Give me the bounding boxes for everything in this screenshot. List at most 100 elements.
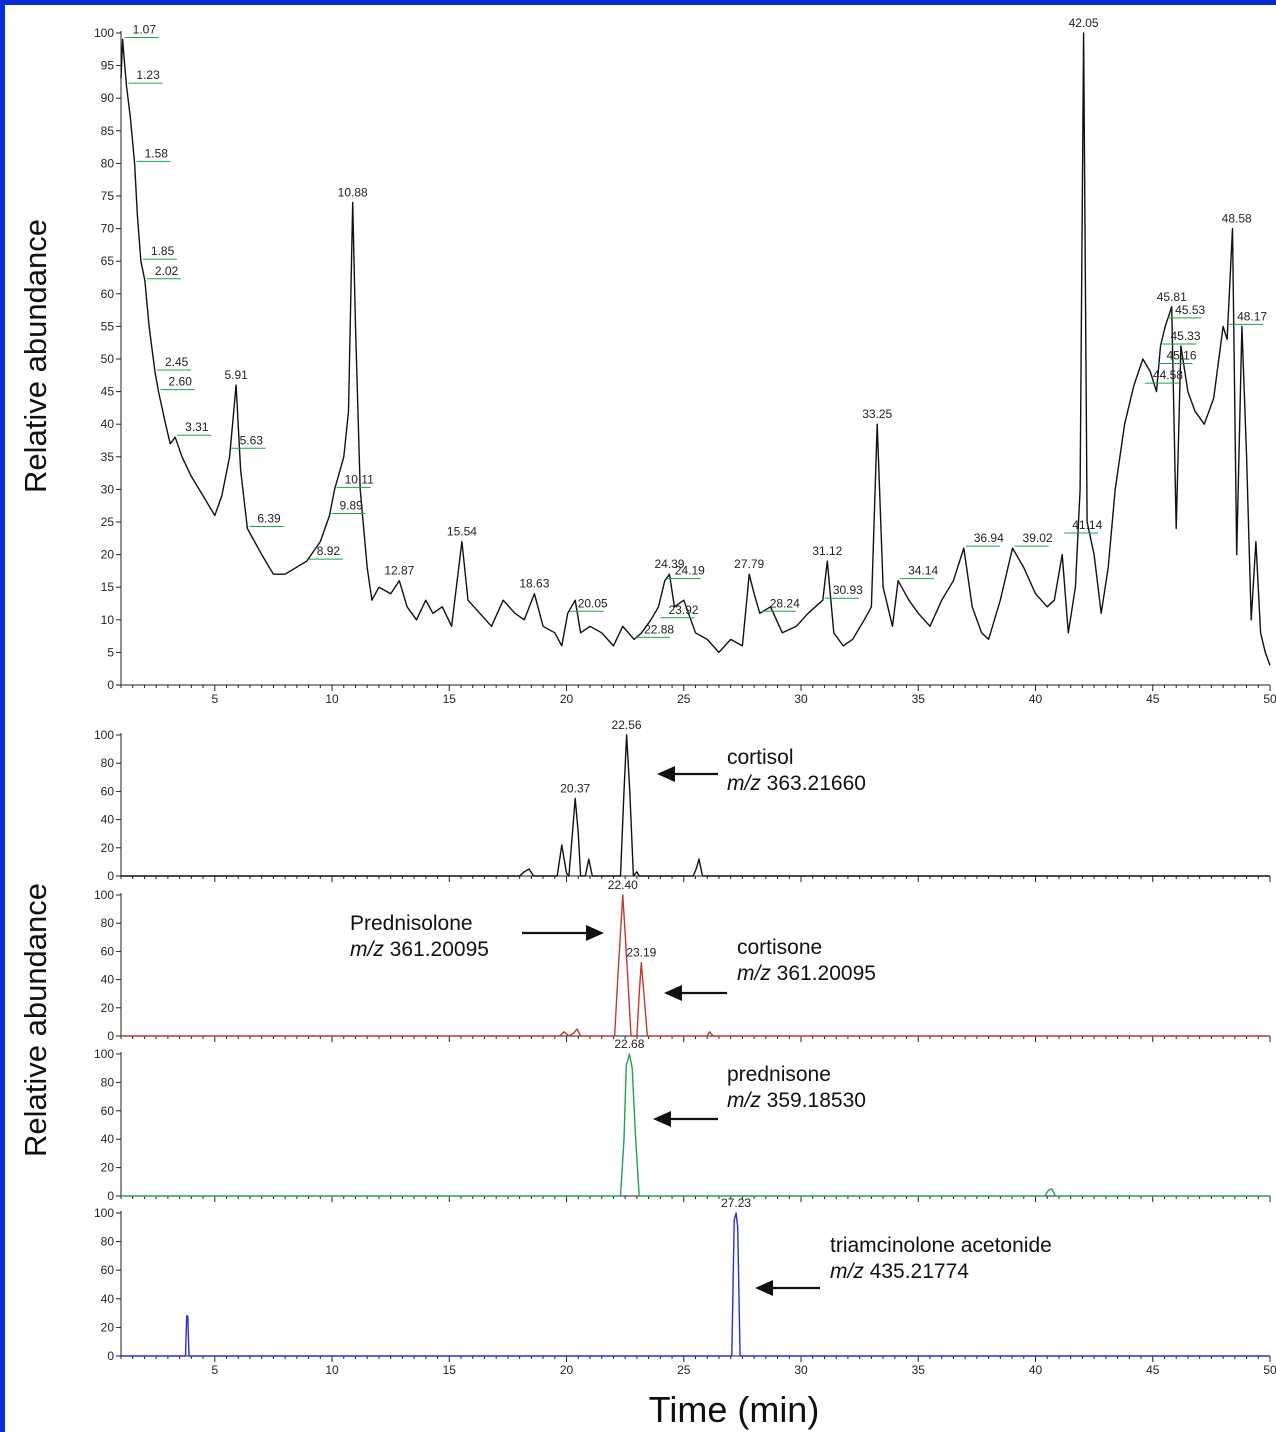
peak-label: 33.25 [862, 407, 892, 421]
compound-name: triamcinolone acetonide [830, 1234, 1052, 1257]
panel-1: 0 5 10 15 20 25 30 35 40 45 50 55 60 65 70 75 80 85 90 95 10… [94, 16, 1276, 706]
y-tick-label: 5 [107, 645, 114, 659]
mz-prefix: m/z [737, 962, 771, 985]
compound-mz: m/z 359.18530 [727, 1089, 866, 1112]
x-tick-label: 45 [1146, 1363, 1160, 1377]
y-tick-label: 35 [101, 450, 115, 464]
compound-name: prednisone [727, 1063, 831, 1086]
y-tick-label: 20 [101, 548, 115, 562]
peak-label: 45.53 [1175, 303, 1205, 317]
x-tick-label: 25 [677, 1363, 691, 1377]
y-tick-label: 50 [101, 352, 115, 366]
y-tick-label: 45 [101, 385, 115, 399]
x-tick-label: 5 [211, 692, 218, 706]
peak-label: 44.58 [1153, 368, 1183, 382]
annotation-arrow-head [657, 766, 675, 782]
peak-label: 45.81 [1157, 290, 1187, 304]
panel-5: 0 20 40 60 80 100 5 10 15 20 25 30 35 40 45 50 27.23 tria… [94, 1196, 1276, 1377]
y-tick-label: 40 [101, 973, 115, 987]
peak-label: 27.79 [734, 557, 764, 571]
annotation-arrow-head [755, 1280, 773, 1296]
peak-label: 3.31 [185, 420, 209, 434]
peak-label: 27.23 [721, 1196, 751, 1210]
peak-label: 23.92 [668, 603, 698, 617]
series-line-1 [121, 1212, 1270, 1357]
compound-mz: m/z 363.21660 [727, 772, 866, 795]
x-tick-label: 15 [443, 1363, 457, 1377]
panel-3: 0 20 40 60 80 100 22.40 23.19 cortisone m/z 361.2… [94, 878, 1271, 1043]
y-tick-label: 95 [101, 59, 115, 73]
peak-label: 22.56 [612, 718, 642, 732]
peak-label: 1.23 [136, 68, 160, 82]
mz-prefix: m/z [727, 772, 761, 795]
peak-label: 36.94 [974, 531, 1004, 545]
peak-label: 2.02 [155, 264, 179, 278]
y-tick-label: 70 [101, 222, 115, 236]
peak-label: 24.39 [654, 557, 684, 571]
peak-label: 41.14 [1072, 518, 1102, 532]
peak-label: 2.60 [169, 375, 193, 389]
y-tick-label: 65 [101, 254, 115, 268]
x-tick-label: 10 [325, 1363, 339, 1377]
compound-mz: m/z 361.20095 [737, 962, 876, 985]
y-tick-label: 0 [107, 678, 114, 692]
x-tick-label: 10 [325, 692, 339, 706]
x-tick-label: 50 [1263, 692, 1276, 706]
series-line-1 [121, 894, 1270, 1037]
y-tick-label: 80 [101, 156, 115, 170]
y-tick-label: 75 [101, 189, 115, 203]
y-tick-label: 40 [101, 813, 115, 827]
y-tick-label: 100 [94, 1206, 114, 1220]
y-tick-label: 40 [101, 1292, 115, 1306]
y-tick-label: 10 [101, 613, 115, 627]
mz-value: 361.20095 [384, 938, 489, 961]
peak-label: 34.14 [908, 564, 938, 578]
y-tick-label: 100 [94, 1047, 114, 1061]
y-tick-label: 20 [101, 1320, 115, 1334]
y-tick-label: 0 [107, 1189, 114, 1203]
x-tick-label: 30 [794, 692, 808, 706]
y-tick-label: 15 [101, 580, 115, 594]
y-tick-label: 25 [101, 515, 115, 529]
peak-label: 28.24 [770, 596, 800, 610]
peak-label: 30.93 [833, 583, 863, 597]
y-tick-label: 0 [107, 1029, 114, 1043]
peak-label: 12.87 [384, 564, 414, 578]
x-tick-label: 40 [1029, 1363, 1043, 1377]
x-tick-label: 45 [1146, 692, 1160, 706]
peak-label: 39.02 [1023, 531, 1053, 545]
peak-label: 48.17 [1237, 309, 1267, 323]
y-tick-label: 55 [101, 319, 115, 333]
x-tick-label: 50 [1263, 1363, 1276, 1377]
peak-label: 10.11 [345, 472, 374, 486]
x-tick-label: 35 [912, 692, 926, 706]
y-tick-label: 60 [101, 287, 115, 301]
peak-label: 23.19 [626, 946, 656, 960]
peak-label: 15.54 [447, 525, 477, 539]
annotation-arrow-head [664, 985, 682, 1001]
x-tick-label: 35 [912, 1363, 926, 1377]
peak-label: 9.89 [339, 498, 363, 512]
compound-name: Prednisolone [350, 912, 473, 935]
y-tick-label: 80 [101, 1075, 115, 1089]
x-tick-label: 30 [794, 1363, 808, 1377]
peak-label: 42.05 [1069, 16, 1099, 30]
x-tick-label: 5 [211, 1363, 218, 1377]
series-line-1 [121, 734, 1270, 877]
compound-name: cortisol [727, 746, 794, 769]
y-tick-label: 40 [101, 417, 115, 431]
mz-value: 361.20095 [771, 962, 876, 985]
panel-4: 0 20 40 60 80 100 22.68 prednisone m/z 359.18530 [94, 1037, 1271, 1203]
peak-label: 31.12 [812, 544, 842, 558]
peak-label: 10.88 [338, 186, 368, 200]
peak-label: 8.92 [317, 544, 341, 558]
mz-value: 363.21660 [761, 772, 866, 795]
mz-prefix: m/z [727, 1089, 761, 1112]
y-tick-label: 85 [101, 124, 115, 138]
y-tick-label: 80 [101, 1235, 115, 1249]
y-tick-label: 60 [101, 1104, 115, 1118]
peak-label: 1.58 [145, 146, 169, 160]
peak-label: 45.16 [1167, 349, 1197, 363]
